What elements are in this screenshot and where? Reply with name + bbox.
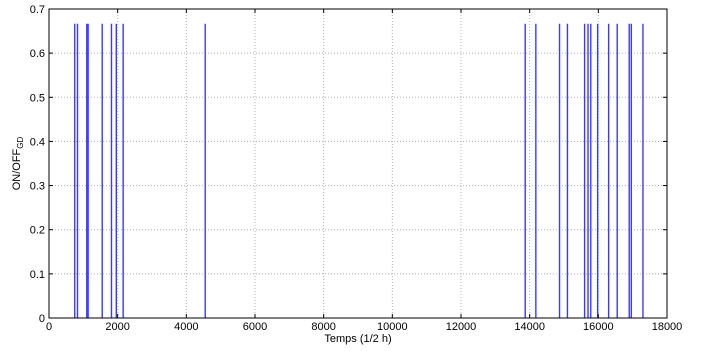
axis-ticks: 0 2000 4000 6000 8000 10000 12000 14000 16000 180… <box>30 4 683 333</box>
x-tick-label: 4000 <box>174 321 198 333</box>
y-tick-label: 0.3 <box>30 181 45 193</box>
x-tick-label: 6000 <box>243 321 267 333</box>
plot-area-frame <box>48 8 668 319</box>
x-tick-label: 8000 <box>311 321 335 333</box>
y-tick-label: 0.2 <box>30 225 45 237</box>
y-tick-label: 0.4 <box>30 136 45 148</box>
x-tick-label: 0 <box>46 321 52 333</box>
y-axis-label: ON/OFFGD <box>11 136 25 190</box>
y-axis-label-main: ON/OFF <box>11 148 23 190</box>
x-tick-label: 14000 <box>514 321 545 333</box>
y-tick-label: 0.1 <box>30 269 45 281</box>
y-tick-label: 0.7 <box>30 4 45 16</box>
x-tick-label: 12000 <box>446 321 477 333</box>
y-axis-label-subscript: GD <box>16 136 25 148</box>
data-series <box>74 23 644 318</box>
x-tick-label: 2000 <box>105 321 129 333</box>
x-tick-label: 16000 <box>583 321 614 333</box>
x-tick-label: 18000 <box>652 321 683 333</box>
grid-lines <box>49 9 667 318</box>
y-tick-label: 0.5 <box>30 92 45 104</box>
y-tick-label: 0.6 <box>30 48 45 60</box>
x-axis-label: Temps (1/2 h) <box>324 333 391 345</box>
y-tick-label: 0 <box>39 313 45 325</box>
x-tick-label: 10000 <box>377 321 408 333</box>
